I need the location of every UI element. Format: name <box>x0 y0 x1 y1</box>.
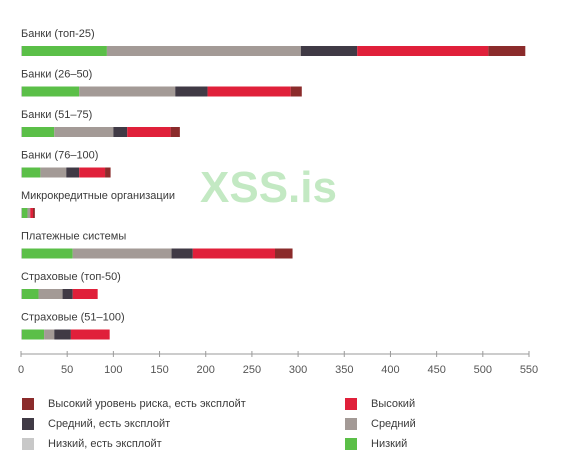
bar-segment <box>300 46 358 56</box>
bar-segment <box>171 248 193 259</box>
bar-segment <box>40 167 67 178</box>
bar-segment <box>357 46 489 56</box>
bar-segment <box>170 127 180 137</box>
x-tick-label: 150 <box>150 364 168 376</box>
bar-segment <box>62 289 73 299</box>
bar-segment <box>21 127 22 137</box>
bar-segment <box>21 46 107 56</box>
bar-segment <box>79 86 176 97</box>
bar-segment <box>30 208 34 218</box>
bar-segment <box>192 248 275 259</box>
category-label: Банки (26–50) <box>21 69 92 81</box>
x-axis: 0 50 100 150 200 250 300 350 400 450 500 550 <box>18 351 538 376</box>
x-tick-label: 450 <box>427 364 445 376</box>
x-tick-label: 300 <box>289 364 307 376</box>
category-label: Платежные системы <box>21 231 126 243</box>
bar-segment <box>33 208 35 218</box>
bars-layer <box>21 46 526 340</box>
x-tick-label: 550 <box>520 364 538 376</box>
bar-segment <box>21 289 39 299</box>
bar-segment <box>27 208 31 218</box>
bar-segment <box>21 46 22 56</box>
bar-segment <box>207 86 291 97</box>
bar-segment <box>21 86 80 97</box>
bar-segment <box>127 127 171 137</box>
bar-segment <box>54 329 71 340</box>
category-label: Банки (топ-25) <box>21 28 95 40</box>
bar-segment <box>21 167 41 178</box>
bar-segment <box>70 329 110 340</box>
bar-segment <box>38 289 63 299</box>
bar-segment <box>21 127 55 137</box>
x-tick-label: 0 <box>18 364 24 376</box>
bar-segment <box>72 248 172 259</box>
bar-segment <box>106 46 301 56</box>
bar-segment <box>72 289 98 299</box>
bar-segment <box>21 208 28 218</box>
bar-segment <box>21 329 22 340</box>
bar-segment <box>21 329 45 340</box>
bar-segment <box>275 248 293 259</box>
x-tick-label: 400 <box>381 364 399 376</box>
x-tick-label: 100 <box>104 364 122 376</box>
bar-segment <box>290 86 302 97</box>
bar-segment <box>54 127 114 137</box>
category-label: Банки (76–100) <box>21 150 98 162</box>
bar-segment <box>113 127 128 137</box>
bar-segment <box>21 86 22 97</box>
bar-segment <box>21 208 22 218</box>
bar-segment <box>66 167 80 178</box>
x-tick-label: 50 <box>61 364 73 376</box>
category-label: Страховые (топ-50) <box>21 271 121 283</box>
bar-segment <box>79 167 106 178</box>
watermark: XSS.is <box>200 163 337 212</box>
bar-segment <box>105 167 111 178</box>
bar-segment <box>488 46 526 56</box>
bar-segment <box>175 86 208 97</box>
category-labels: Банки (топ-25) Банки (26–50) Банки (51–75)… <box>21 28 175 324</box>
x-tick-label: 200 <box>197 364 215 376</box>
category-label: Страховые (51–100) <box>21 312 125 324</box>
bar-segment <box>21 248 73 259</box>
bar-segment <box>21 167 22 178</box>
x-tick-label: 350 <box>335 364 353 376</box>
category-label: Банки (51–75) <box>21 109 92 121</box>
bar-segment <box>44 329 55 340</box>
bar-segment <box>21 248 22 259</box>
x-tick-label: 500 <box>474 364 492 376</box>
x-tick-label: 250 <box>243 364 261 376</box>
category-label: Микрокредитные организации <box>21 190 175 202</box>
bar-segment <box>21 289 22 299</box>
